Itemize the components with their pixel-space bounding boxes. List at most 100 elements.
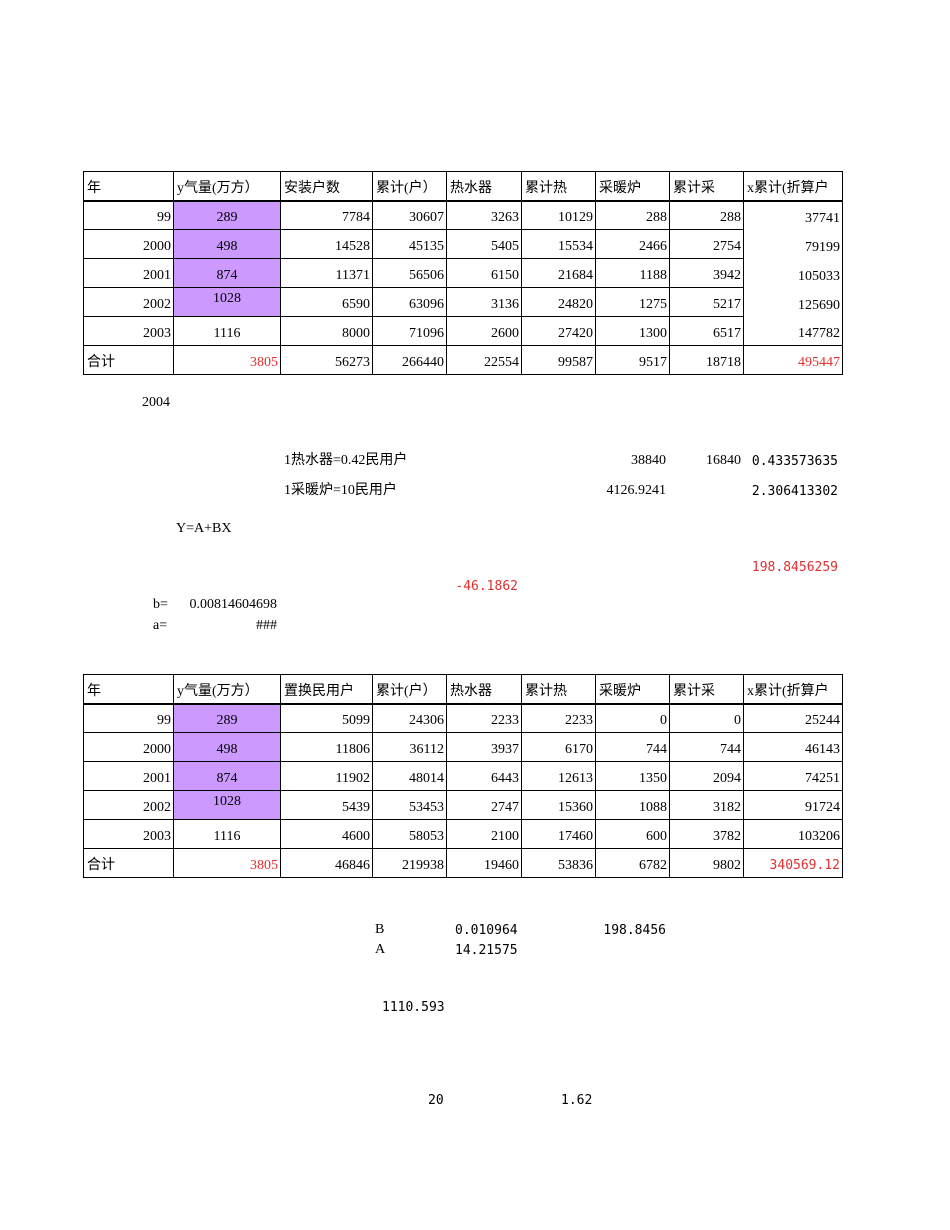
cell-gas[interactable]: 874	[173, 258, 281, 288]
header-households[interactable]: 安装户数	[280, 171, 373, 202]
cell-cumulative-heat[interactable]: 15360	[521, 790, 596, 820]
cell-heater[interactable]: 1275	[595, 287, 670, 317]
cell-households[interactable]: 4600	[280, 819, 373, 849]
cell-gas[interactable]: 289	[173, 703, 281, 733]
cell-water-heater[interactable]: 2233	[446, 703, 522, 733]
cell-x-cumulative[interactable]: 79199	[743, 229, 843, 259]
cell-cumulative[interactable]: 48014	[372, 761, 447, 791]
cell-x-cumulative[interactable]: 147782	[743, 316, 843, 346]
cell-cumulative-heat[interactable]: 10129	[521, 200, 596, 230]
cell-households[interactable]: 56273	[280, 345, 373, 375]
cell-water-heater[interactable]: 6443	[446, 761, 522, 791]
cell-x-cumulative[interactable]: 25244	[743, 703, 843, 733]
cell-households[interactable]: 11806	[280, 732, 373, 762]
header-gas[interactable]: y气量(万方）	[173, 674, 281, 705]
cell-gas[interactable]: 289	[173, 200, 281, 230]
cell-heater[interactable]: 600	[595, 819, 670, 849]
cell-heater[interactable]: 1088	[595, 790, 670, 820]
header-year[interactable]: 年	[83, 674, 174, 705]
header-water-heater[interactable]: 热水器	[446, 171, 522, 202]
cell-year[interactable]: 2002	[83, 790, 174, 820]
header-heater[interactable]: 采暖炉	[595, 674, 670, 705]
cell-cumulative-heater[interactable]: 5217	[669, 287, 744, 317]
cell-cumulative[interactable]: 58053	[372, 819, 447, 849]
cell-cumulative-heat[interactable]: 53836	[521, 848, 596, 878]
cell-gas[interactable]: 1116	[173, 819, 281, 849]
header-gas[interactable]: y气量(万方）	[173, 171, 281, 202]
cell-cumulative-heat[interactable]: 6170	[521, 732, 596, 762]
cell-cumulative-heat[interactable]: 21684	[521, 258, 596, 288]
cell-x-cumulative[interactable]: 103206	[743, 819, 843, 849]
cell-heater[interactable]: 744	[595, 732, 670, 762]
cell-cumulative[interactable]: 56506	[372, 258, 447, 288]
cell-gas[interactable]: 1116	[173, 316, 281, 346]
cell-x-cumulative[interactable]: 105033	[743, 258, 843, 288]
cell-cumulative[interactable]: 45135	[372, 229, 447, 259]
header-cumulative-heater[interactable]: 累计采	[669, 674, 744, 705]
cell-cumulative-heater[interactable]: 9802	[669, 848, 744, 878]
cell-year[interactable]: 2003	[83, 819, 174, 849]
header-water-heater[interactable]: 热水器	[446, 674, 522, 705]
cell-households[interactable]: 14528	[280, 229, 373, 259]
cell-cumulative[interactable]: 266440	[372, 345, 447, 375]
cell-year[interactable]: 2001	[83, 258, 174, 288]
cell-cumulative-heater[interactable]: 2094	[669, 761, 744, 791]
cell-households[interactable]: 46846	[280, 848, 373, 878]
cell-heater[interactable]: 288	[595, 200, 670, 230]
cell-year[interactable]: 2003	[83, 316, 174, 346]
cell-x-cumulative[interactable]: 37741	[743, 200, 843, 230]
cell-water-heater[interactable]: 3937	[446, 732, 522, 762]
cell-x-cumulative[interactable]: 74251	[743, 761, 843, 791]
cell-water-heater[interactable]: 5405	[446, 229, 522, 259]
cell-x-cumulative[interactable]: 125690	[743, 287, 843, 317]
cell-water-heater[interactable]: 3136	[446, 287, 522, 317]
cell-cumulative-heat[interactable]: 99587	[521, 345, 596, 375]
cell-heater[interactable]: 6782	[595, 848, 670, 878]
cell-heater[interactable]: 0	[595, 703, 670, 733]
cell-x-cumulative[interactable]: 340569.12	[743, 848, 843, 878]
cell-water-heater[interactable]: 6150	[446, 258, 522, 288]
cell-households[interactable]: 8000	[280, 316, 373, 346]
cell-x-cumulative[interactable]: 91724	[743, 790, 843, 820]
cell-gas[interactable]: 1028	[173, 790, 281, 820]
cell-cumulative-heater[interactable]: 744	[669, 732, 744, 762]
header-year[interactable]: 年	[83, 171, 174, 202]
cell-cumulative[interactable]: 71096	[372, 316, 447, 346]
cell-cumulative-heater[interactable]: 3782	[669, 819, 744, 849]
cell-year[interactable]: 2002	[83, 287, 174, 317]
cell-cumulative-heat[interactable]: 27420	[521, 316, 596, 346]
cell-heater[interactable]: 1350	[595, 761, 670, 791]
header-cumulative-heater[interactable]: 累计采	[669, 171, 744, 202]
cell-gas[interactable]: 498	[173, 732, 281, 762]
cell-heater[interactable]: 1188	[595, 258, 670, 288]
cell-heater[interactable]: 2466	[595, 229, 670, 259]
header-x-cumulative[interactable]: x累计(折算户	[743, 171, 843, 202]
cell-year[interactable]: 2000	[83, 732, 174, 762]
header-cumulative-heat[interactable]: 累计热	[521, 171, 596, 202]
cell-cumulative[interactable]: 24306	[372, 703, 447, 733]
cell-cumulative-heat[interactable]: 24820	[521, 287, 596, 317]
cell-x-cumulative[interactable]: 495447	[743, 345, 843, 375]
header-x-cumulative[interactable]: x累计(折算户	[743, 674, 843, 705]
cell-year[interactable]: 2000	[83, 229, 174, 259]
cell-cumulative[interactable]: 219938	[372, 848, 447, 878]
cell-gas[interactable]: 874	[173, 761, 281, 791]
cell-year[interactable]: 99	[83, 200, 174, 230]
cell-water-heater[interactable]: 3263	[446, 200, 522, 230]
cell-water-heater[interactable]: 19460	[446, 848, 522, 878]
cell-cumulative-heater[interactable]: 0	[669, 703, 744, 733]
header-heater[interactable]: 采暖炉	[595, 171, 670, 202]
cell-households[interactable]: 5439	[280, 790, 373, 820]
cell-cumulative[interactable]: 63096	[372, 287, 447, 317]
cell-gas[interactable]: 3805	[173, 848, 281, 878]
cell-households[interactable]: 11902	[280, 761, 373, 791]
cell-heater[interactable]: 9517	[595, 345, 670, 375]
cell-cumulative-heat[interactable]: 17460	[521, 819, 596, 849]
cell-cumulative-heater[interactable]: 18718	[669, 345, 744, 375]
cell-cumulative-heat[interactable]: 12613	[521, 761, 596, 791]
cell-cumulative[interactable]: 30607	[372, 200, 447, 230]
cell-cumulative-heater[interactable]: 288	[669, 200, 744, 230]
cell-year[interactable]: 合计	[83, 848, 174, 878]
cell-households[interactable]: 7784	[280, 200, 373, 230]
cell-gas[interactable]: 498	[173, 229, 281, 259]
